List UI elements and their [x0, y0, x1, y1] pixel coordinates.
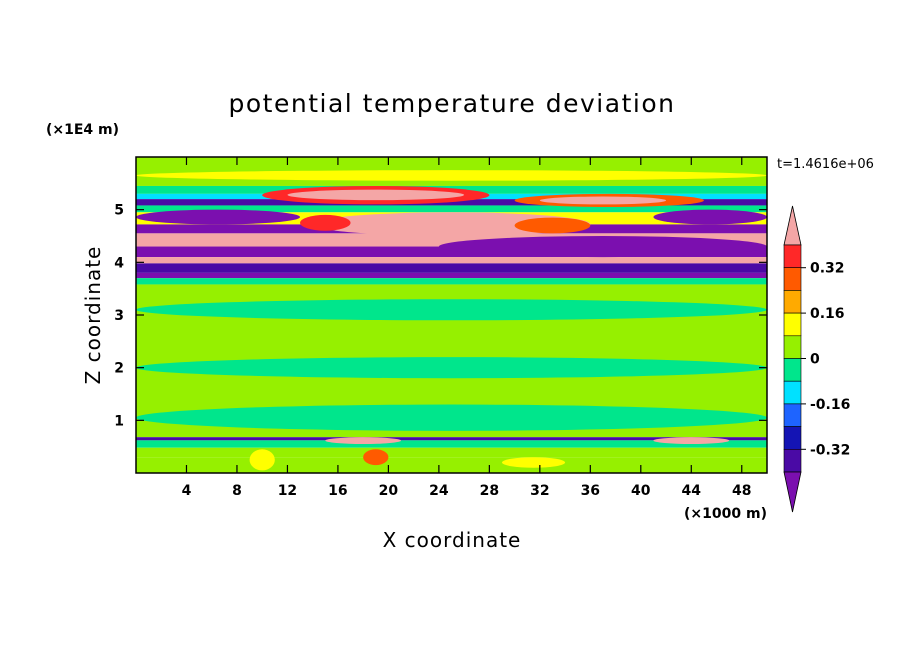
field-band-17	[136, 457, 767, 473]
x-axis-label: X coordinate	[383, 528, 522, 552]
colorbar-segment	[783, 403, 802, 427]
time-label: t=1.4616e+06	[777, 157, 874, 172]
colorbar-segment	[783, 426, 802, 450]
y-tick-label: 2	[114, 361, 124, 377]
y-tick-label: 1	[114, 413, 124, 429]
colorbar-segment	[783, 335, 802, 359]
colorbar-segment	[783, 267, 802, 291]
field-band-14	[136, 437, 767, 441]
field-band-11	[136, 272, 767, 279]
x-axis-unit: (×1000 m)	[684, 506, 767, 522]
field-band-10	[136, 263, 767, 273]
field-feature-0	[136, 170, 767, 181]
field-feature-6	[300, 214, 351, 231]
colorbar-label: 0	[810, 352, 820, 368]
x-axis-ticks: 4 8 12 16 20 24 28 32 36 40 44 48	[182, 157, 752, 499]
colorbar-extend-top	[783, 205, 802, 246]
field-feature-15	[653, 437, 730, 445]
colorbar-segment	[783, 312, 802, 337]
field-band-9	[136, 257, 767, 264]
colorbar-segment	[783, 358, 802, 382]
chart-title: potential temperature deviation	[229, 89, 676, 118]
colorbar: 0.32 0.16 0 -0.16 -0.32	[783, 205, 850, 513]
colorbar-label: -0.16	[810, 397, 850, 413]
x-tick-label: 28	[480, 483, 499, 499]
colorbar-segment	[783, 380, 802, 405]
x-tick-label: 24	[429, 483, 449, 499]
x-tick-label: 4	[182, 483, 192, 499]
x-tick-label: 20	[379, 483, 399, 499]
field-band-3	[136, 199, 767, 206]
field-feature-18	[501, 457, 566, 468]
x-tick-label: 12	[278, 483, 297, 499]
x-tick-label: 44	[682, 483, 702, 499]
y-axis-unit: (×1E4 m)	[46, 122, 119, 138]
y-tick-label: 5	[114, 203, 124, 219]
field-feature-16	[249, 449, 275, 471]
field-feature-10	[438, 236, 767, 258]
x-tick-label: 16	[328, 483, 347, 499]
colorbar-label: 0.16	[810, 306, 845, 322]
field-feature-4	[539, 196, 667, 205]
field-band-15	[136, 440, 767, 448]
field-feature-5	[312, 212, 591, 236]
x-tick-label: 36	[581, 483, 600, 499]
colorbar-segment	[783, 448, 802, 473]
field-feature-8	[136, 209, 301, 225]
colorbar-segment	[783, 244, 802, 269]
field-feature-9	[653, 209, 767, 225]
y-tick-label: 4	[114, 255, 124, 271]
field-feature-7	[514, 217, 591, 234]
field-feature-13	[136, 404, 767, 431]
field-feature-17	[363, 449, 389, 466]
x-tick-label: 32	[530, 483, 549, 499]
plot-area	[136, 157, 767, 473]
x-tick-label: 8	[232, 483, 242, 499]
x-tick-label: 48	[732, 483, 751, 499]
x-tick-label: 40	[631, 483, 651, 499]
field-feature-12	[136, 357, 767, 379]
field-band-12	[136, 278, 767, 285]
field-band-4	[136, 205, 767, 213]
y-axis-ticks: 1 2 3 4 5	[114, 203, 767, 429]
field-band-16	[136, 447, 767, 458]
colorbar-extend-bottom	[783, 471, 802, 513]
colorbar-label: -0.32	[810, 442, 850, 458]
field-feature-11	[136, 299, 767, 321]
colorbar-label: 0.32	[810, 261, 845, 277]
colorbar-segment	[783, 290, 802, 314]
y-tick-label: 3	[114, 308, 124, 324]
field-feature-2	[287, 189, 465, 201]
field-band-8	[136, 246, 767, 258]
y-axis-label: Z coordinate	[81, 246, 105, 385]
field-feature-14	[325, 437, 402, 445]
